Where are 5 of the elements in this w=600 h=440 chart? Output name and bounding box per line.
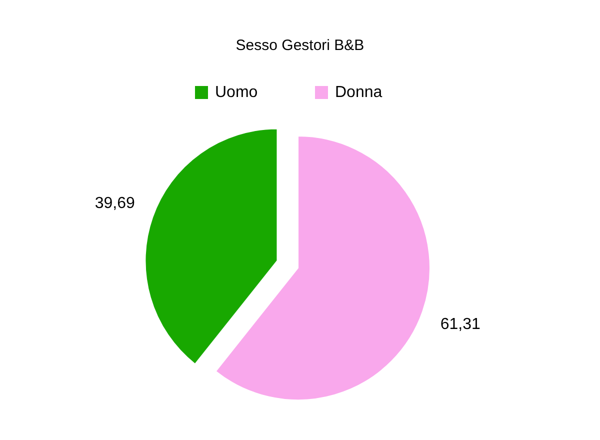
legend-label: Donna bbox=[335, 84, 382, 102]
data-label: 39,69 bbox=[94, 195, 135, 212]
chart-title: Sesso Gestori B&B bbox=[236, 37, 364, 54]
data-label: 61,31 bbox=[440, 316, 480, 333]
legend-label: Uomo bbox=[215, 84, 258, 102]
